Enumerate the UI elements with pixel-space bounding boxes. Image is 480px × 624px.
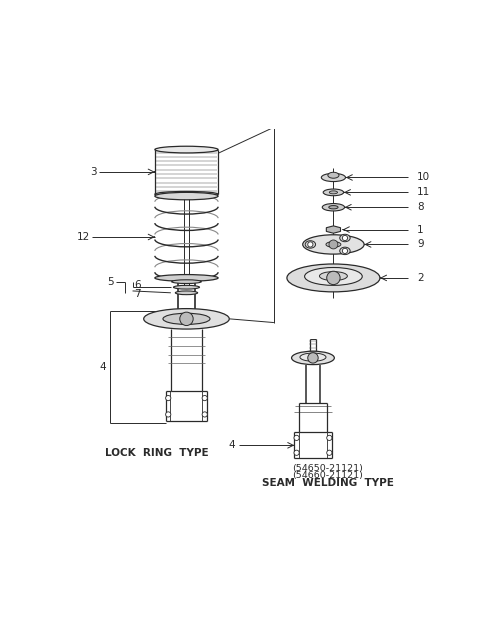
Text: 9: 9 bbox=[417, 240, 424, 250]
Ellipse shape bbox=[340, 247, 350, 255]
Circle shape bbox=[327, 450, 332, 456]
Ellipse shape bbox=[300, 353, 326, 361]
Circle shape bbox=[342, 248, 348, 253]
Ellipse shape bbox=[328, 172, 339, 178]
Circle shape bbox=[327, 436, 332, 441]
Text: 11: 11 bbox=[417, 187, 431, 197]
Polygon shape bbox=[326, 226, 340, 233]
Ellipse shape bbox=[323, 189, 344, 196]
Text: 10: 10 bbox=[417, 172, 430, 182]
Ellipse shape bbox=[326, 241, 341, 247]
Ellipse shape bbox=[144, 309, 229, 329]
Ellipse shape bbox=[155, 192, 218, 200]
Circle shape bbox=[202, 412, 207, 417]
Text: (54660-21121): (54660-21121) bbox=[292, 471, 363, 480]
Text: 5: 5 bbox=[108, 276, 114, 286]
Ellipse shape bbox=[329, 191, 337, 194]
Ellipse shape bbox=[303, 235, 364, 254]
Circle shape bbox=[166, 412, 171, 417]
Circle shape bbox=[202, 396, 207, 401]
Text: 3: 3 bbox=[91, 167, 97, 177]
Text: 7: 7 bbox=[134, 288, 141, 298]
Ellipse shape bbox=[320, 271, 348, 281]
Text: (54650-21121): (54650-21121) bbox=[292, 464, 363, 473]
Circle shape bbox=[180, 312, 193, 326]
Text: 2: 2 bbox=[417, 273, 424, 283]
Ellipse shape bbox=[163, 313, 210, 324]
Text: 4: 4 bbox=[99, 362, 106, 372]
Text: 4: 4 bbox=[228, 441, 235, 451]
Ellipse shape bbox=[322, 203, 345, 211]
Ellipse shape bbox=[340, 234, 350, 241]
Circle shape bbox=[329, 240, 338, 249]
Circle shape bbox=[294, 450, 299, 456]
Circle shape bbox=[166, 396, 171, 401]
Ellipse shape bbox=[291, 351, 335, 364]
Ellipse shape bbox=[305, 241, 315, 248]
Text: 12: 12 bbox=[76, 232, 90, 242]
Circle shape bbox=[294, 436, 299, 441]
Circle shape bbox=[308, 242, 313, 247]
Text: 6: 6 bbox=[134, 280, 141, 290]
Ellipse shape bbox=[155, 146, 218, 153]
Ellipse shape bbox=[287, 264, 380, 292]
Ellipse shape bbox=[155, 275, 218, 281]
Text: LOCK  RING  TYPE: LOCK RING TYPE bbox=[105, 448, 208, 458]
Circle shape bbox=[327, 271, 340, 285]
Circle shape bbox=[342, 235, 348, 241]
Ellipse shape bbox=[329, 205, 338, 209]
Ellipse shape bbox=[155, 192, 218, 197]
Ellipse shape bbox=[175, 291, 198, 295]
Ellipse shape bbox=[305, 268, 362, 285]
Circle shape bbox=[308, 353, 318, 363]
Text: 8: 8 bbox=[417, 202, 424, 212]
Ellipse shape bbox=[173, 285, 200, 289]
Text: SEAM  WELDING  TYPE: SEAM WELDING TYPE bbox=[262, 478, 394, 488]
Text: 1: 1 bbox=[417, 225, 424, 235]
Ellipse shape bbox=[172, 280, 202, 283]
Ellipse shape bbox=[321, 173, 346, 182]
